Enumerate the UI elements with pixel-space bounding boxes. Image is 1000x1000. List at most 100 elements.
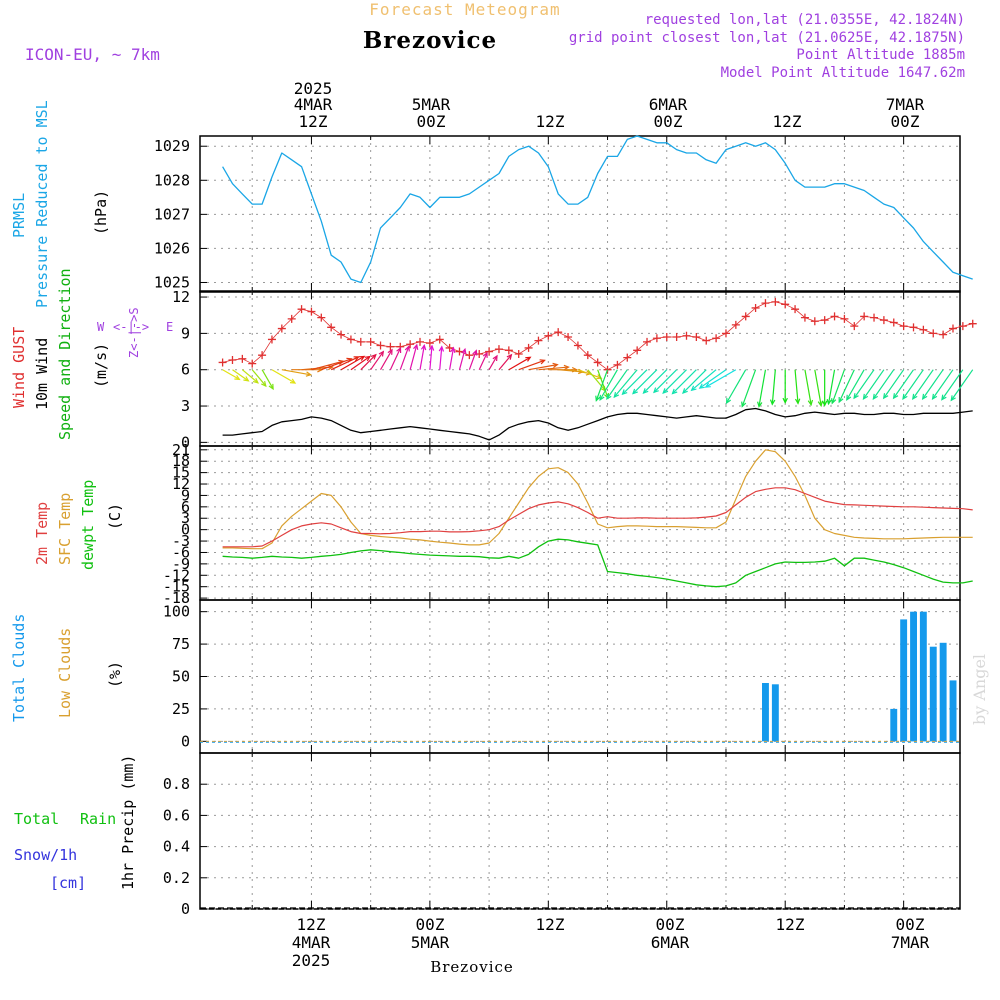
sfc-temp-line [222,449,973,550]
wind-direction-arrowhead [420,343,427,351]
wind-gust-marker [435,335,444,344]
wind-gust-marker [494,345,503,354]
top-day-6mar: 6MAR [649,95,688,114]
wind-direction-arrow [872,369,895,400]
wind-gust-marker [909,323,918,332]
wind-direction-arrow [399,346,410,370]
total-clouds-bar [949,680,957,742]
wind-direction-arrow [311,360,344,371]
wind-direction-arrow [846,369,865,401]
top-hour-00z: 00Z [417,112,446,131]
wind-direction-arrow [758,369,767,407]
temp-dewpt-label: dewpt Temp [79,480,97,570]
wind-direction-arrowhead [621,389,628,396]
temp-labels: 2m Temp SFC Temp dewpt Temp (C) [33,480,124,570]
wind-direction-arrow [370,351,384,371]
wind-gust-marker [307,307,316,316]
snow-unit-label: [cm] [50,874,86,892]
wind-direction-arrow [672,369,697,395]
wind-gust-marker [633,346,642,355]
wind-direction-arrowhead [782,397,788,404]
wind-direction-arrow [814,369,822,406]
precip-unit: 1hr Precip (mm) [119,755,137,890]
rain-label: Rain [80,810,116,828]
wind-direction-arrow [360,354,377,371]
total-clouds-label: Total Clouds [10,614,28,722]
model-altitude: Model Point Altitude 1647.62m [721,65,965,81]
wind-y-tick-label: 12 [172,288,190,306]
dewpt-temp-line [222,538,973,588]
wind-direction-arrow [488,355,498,371]
precip-y-tick-label: 0.4 [163,838,190,856]
wind-direction-arrow [771,369,776,405]
wind-direction-arrowhead [912,393,918,401]
wind-gust-marker [366,337,375,346]
wind-gust-marker [564,333,573,342]
wind-direction-arrowhead [931,393,938,401]
top-hour-12z: 12Z [536,112,565,131]
wind-direction-arrow [831,369,845,404]
pressure-label-prmsl: PRMSL [10,193,28,238]
wind-direction-arrow [632,369,658,395]
wind-direction-arrow [941,369,964,400]
wind-direction-arrowhead [794,398,801,405]
wind-direction-arrowhead [563,364,570,371]
wind-gust-marker [820,316,829,325]
wind-direction-arrow [458,349,466,370]
total-rain-label: Total [14,810,59,828]
temp-y-tick-label: 12 [172,475,190,493]
wind-direction-arrowhead [826,398,832,406]
wind-gust-marker [860,312,869,321]
wind-gust-label: Wind GUST [10,327,28,408]
wind-gust-marker [899,322,908,331]
wind-direction-arrowhead [413,343,419,350]
wind-direction-arrowhead [653,387,659,394]
model-name: ICON-EU, ~ 7km [25,45,160,64]
wind-direction-arrow [726,369,747,404]
wind-direction-arrow [321,358,352,371]
wind-gust-marker [889,318,898,327]
location-title: Brezovice [363,27,497,54]
wind-direction-arrow [741,369,757,407]
wind-gust-marker [218,358,227,367]
wind-gust-marker [337,330,346,339]
wind-gust-marker [948,324,957,333]
wind-gust-marker [741,312,750,321]
wind-direction-arrowhead [941,394,947,401]
wind-gust-marker [929,329,938,338]
pressure-labels: PRMSL Pressure Reduced to MSL (hPa) [10,100,110,308]
total-clouds-bar [762,683,769,742]
wind-direction-arrow [595,369,609,401]
wind-direction-arrow [528,364,558,371]
wind-gust-marker [830,312,839,321]
wind-direction-arrowhead [387,348,393,355]
wind-direction-arrow [389,347,402,370]
clouds-unit: (%) [106,661,124,688]
wind-direction-arrow [804,369,812,405]
wind-gust-marker [840,314,849,323]
bottom-day-4mar: 4MAR [292,933,331,952]
wind-direction-arrowhead [243,376,250,382]
wind-direction-arrowhead [682,388,688,394]
total-clouds-bar [939,642,947,742]
top-day-5mar: 5MAR [412,95,451,114]
total-clouds-bar [919,611,927,742]
wind-unit: (m/s) [92,343,110,388]
point-altitude: Point Altitude 1885m [796,47,965,63]
wind-gust-marker [751,303,760,312]
pressure-y-tick-label: 1028 [154,171,190,189]
wind-direction-arrow [853,369,875,399]
wind-gust-marker [524,343,533,352]
wind-gust-marker [573,341,582,350]
wind-direction-arrow [281,369,311,376]
wind-direction-arrowhead [807,399,814,407]
wind-direction-arrow [241,369,259,384]
wind-direction-arrowhead [741,401,747,408]
wind-labels: Wind GUST 10m Wind Speed and Direction (… [10,268,173,440]
wind-direction-arrowhead [704,382,711,388]
wind-direction-arrow [251,369,267,387]
precip-y-tick-label: 0.8 [163,775,190,793]
wind-gust-marker [485,347,494,356]
temp-y-tick-label: 18 [172,452,190,470]
